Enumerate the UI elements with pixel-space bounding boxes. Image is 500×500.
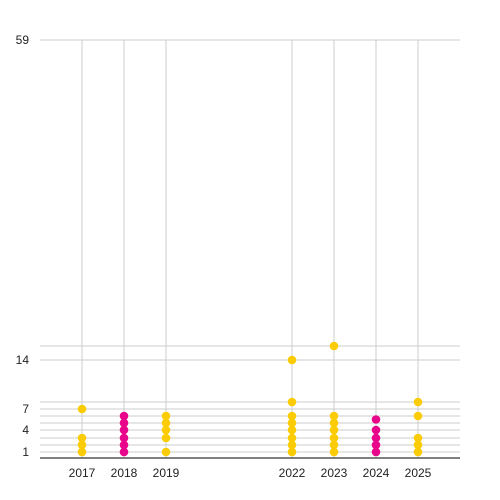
data-point	[329, 411, 339, 421]
data-point	[119, 411, 129, 421]
data-point	[371, 440, 381, 450]
y-tick-label: 4	[22, 423, 29, 437]
y-tick-label: 59	[16, 33, 30, 47]
data-point	[161, 411, 171, 421]
x-tick-label: 2019	[153, 466, 180, 480]
data-point	[371, 447, 381, 457]
data-point	[329, 433, 339, 443]
data-point	[287, 411, 297, 421]
data-point	[77, 404, 87, 414]
data-point	[329, 425, 339, 435]
data-point	[413, 433, 423, 443]
data-point	[161, 447, 171, 457]
data-point	[329, 440, 339, 450]
data-point	[119, 425, 129, 435]
x-tick-label: 2022	[279, 466, 306, 480]
y-tick-label: 1	[22, 445, 29, 459]
data-point	[371, 415, 381, 424]
x-tick-label: 2024	[363, 466, 390, 480]
x-tick-label: 2017	[69, 466, 96, 480]
data-point	[77, 440, 87, 450]
data-point	[77, 447, 87, 457]
x-tick-label: 2023	[321, 466, 348, 480]
data-point	[287, 418, 297, 428]
data-point	[287, 425, 297, 435]
data-point	[413, 411, 423, 421]
data-point	[329, 447, 339, 457]
y-tick-label: 14	[16, 353, 30, 367]
data-point	[413, 440, 423, 450]
data-point	[119, 447, 129, 457]
data-point	[329, 418, 339, 428]
point-layer	[77, 341, 423, 457]
data-point	[119, 418, 129, 428]
x-tick-label: 2018	[111, 466, 138, 480]
data-point	[329, 341, 339, 351]
data-point	[371, 433, 381, 443]
data-point	[413, 397, 423, 407]
data-point	[119, 440, 129, 450]
data-point	[77, 433, 87, 443]
data-point	[161, 418, 171, 428]
data-point	[161, 425, 171, 435]
data-point	[287, 397, 297, 407]
x-tick-label: 2025	[405, 466, 432, 480]
data-point	[287, 433, 297, 443]
data-point	[119, 433, 129, 443]
grid-layer	[40, 39, 460, 458]
y-tick-label: 7	[22, 402, 29, 416]
data-point	[161, 433, 171, 443]
data-point	[287, 355, 297, 365]
data-point	[287, 440, 297, 450]
data-point	[413, 447, 423, 457]
data-point	[371, 425, 381, 435]
data-point	[287, 447, 297, 457]
